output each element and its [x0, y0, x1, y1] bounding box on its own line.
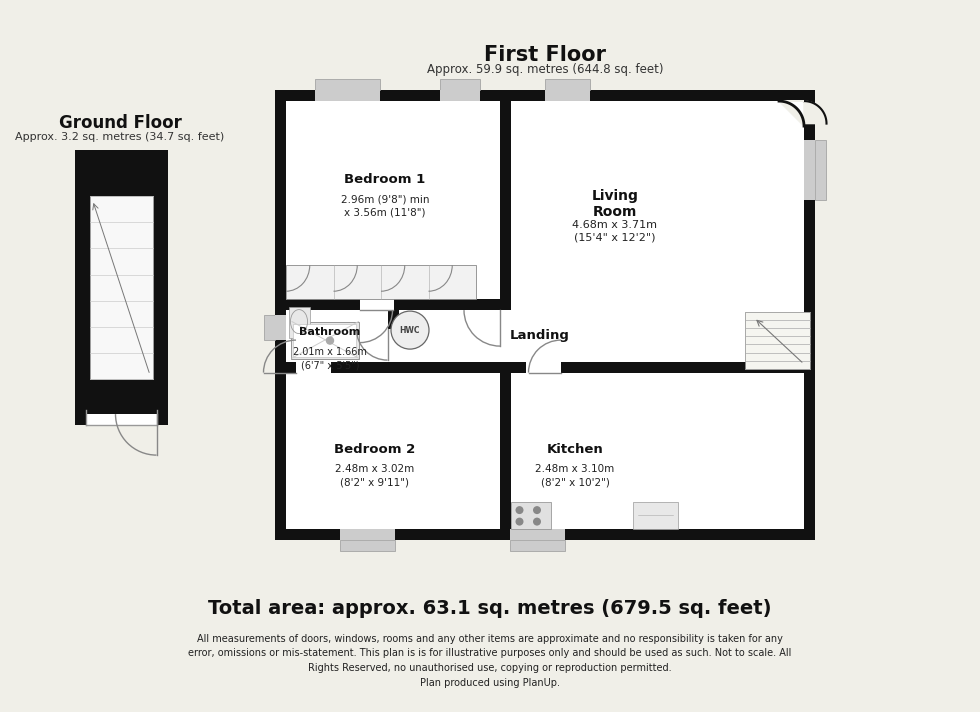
- Text: 2.01m x 1.66m
(6'7" x 5'5"): 2.01m x 1.66m (6'7" x 5'5"): [293, 347, 367, 370]
- Bar: [545, 79, 590, 90]
- Text: HWC: HWC: [400, 325, 420, 335]
- Bar: [288, 307, 310, 337]
- Circle shape: [515, 506, 523, 514]
- Text: 2.48m x 3.02m
(8'2" x 9'11"): 2.48m x 3.02m (8'2" x 9'11"): [335, 464, 415, 488]
- Circle shape: [533, 518, 541, 525]
- Bar: [500, 101, 511, 310]
- Bar: [275, 90, 815, 101]
- Bar: [632, 501, 677, 529]
- Bar: [275, 90, 286, 540]
- Bar: [387, 329, 399, 362]
- Bar: [75, 150, 168, 425]
- Bar: [500, 310, 511, 347]
- Bar: [387, 299, 399, 372]
- Text: Approx. 59.9 sq. metres (644.8 sq. feet): Approx. 59.9 sq. metres (644.8 sq. feet): [426, 63, 663, 75]
- Bar: [340, 540, 395, 551]
- Bar: [275, 315, 286, 340]
- Bar: [86, 414, 157, 425]
- Circle shape: [391, 311, 429, 349]
- Bar: [286, 362, 399, 372]
- Bar: [296, 362, 331, 372]
- Bar: [360, 299, 394, 310]
- Bar: [264, 315, 275, 340]
- Text: First Floor: First Floor: [484, 45, 606, 65]
- Bar: [511, 501, 551, 529]
- Text: 2.96m (9'8") min
x 3.56m (11'8"): 2.96m (9'8") min x 3.56m (11'8"): [341, 194, 429, 218]
- Text: Bathroom: Bathroom: [299, 327, 361, 337]
- Bar: [440, 90, 480, 101]
- Bar: [340, 529, 395, 540]
- Text: Landing: Landing: [510, 329, 570, 342]
- Bar: [286, 310, 387, 362]
- Bar: [275, 529, 815, 540]
- Polygon shape: [779, 101, 804, 126]
- Bar: [291, 322, 359, 359]
- Circle shape: [533, 506, 541, 514]
- Text: Bedroom 2: Bedroom 2: [334, 443, 416, 456]
- Text: Kitchen: Kitchen: [547, 443, 604, 456]
- Bar: [90, 196, 153, 379]
- Bar: [510, 540, 565, 551]
- Bar: [86, 161, 157, 414]
- Text: Ground Floor: Ground Floor: [59, 114, 181, 132]
- Text: 2.48m x 3.10m
(8'2" x 10'2"): 2.48m x 3.10m (8'2" x 10'2"): [535, 464, 614, 488]
- Bar: [293, 324, 356, 357]
- Bar: [315, 79, 380, 90]
- Circle shape: [515, 518, 523, 525]
- Text: Approx. 3.2 sq. metres (34.7 sq. feet): Approx. 3.2 sq. metres (34.7 sq. feet): [16, 132, 224, 142]
- Bar: [804, 90, 815, 540]
- Bar: [510, 529, 565, 540]
- Bar: [545, 90, 590, 101]
- Text: 4.68m x 3.71m
(15'4" x 12'2"): 4.68m x 3.71m (15'4" x 12'2"): [572, 219, 658, 243]
- Bar: [286, 265, 476, 299]
- Bar: [286, 362, 804, 372]
- Bar: [745, 312, 810, 369]
- Circle shape: [326, 337, 333, 344]
- Bar: [815, 140, 826, 200]
- Bar: [804, 140, 815, 200]
- Text: All measurements of doors, windows, rooms and any other items are approximate an: All measurements of doors, windows, room…: [188, 634, 792, 688]
- Bar: [500, 372, 511, 529]
- Text: Living
Room: Living Room: [592, 189, 638, 219]
- Bar: [440, 79, 480, 90]
- Polygon shape: [804, 101, 826, 124]
- Text: Bedroom 1: Bedroom 1: [344, 172, 425, 186]
- Bar: [526, 362, 561, 372]
- Bar: [286, 101, 804, 529]
- Text: Total area: approx. 63.1 sq. metres (679.5 sq. feet): Total area: approx. 63.1 sq. metres (679…: [209, 600, 771, 618]
- Bar: [286, 299, 500, 310]
- Bar: [315, 90, 380, 101]
